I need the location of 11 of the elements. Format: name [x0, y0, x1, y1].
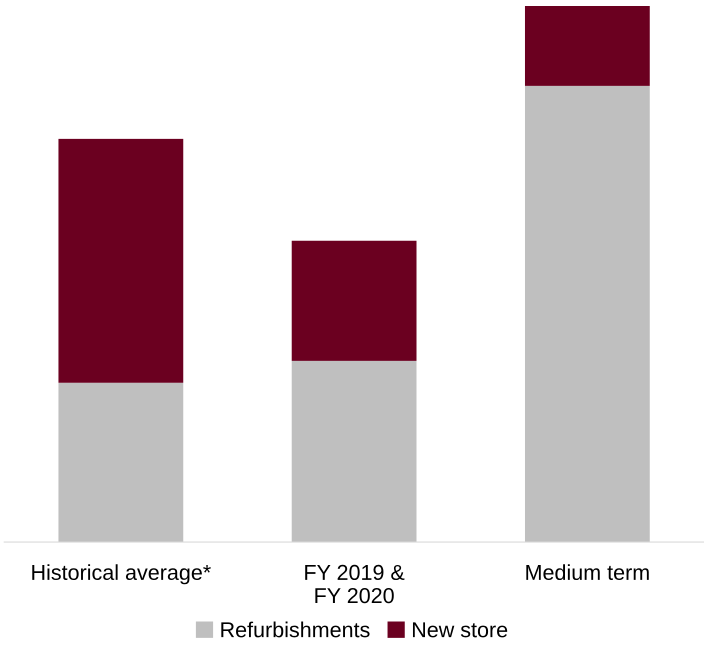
x-tick-label: Historical average*	[32, 564, 211, 584]
bar	[524, 86, 650, 542]
x-tick-label: FY 2019 & FY 2020	[305, 564, 404, 604]
bar	[58, 382, 184, 542]
bar	[524, 6, 650, 86]
legend-label: New store	[412, 622, 508, 638]
x-tick-label: Medium term	[526, 564, 649, 580]
bar	[58, 138, 184, 383]
legend-label: Refurbishments	[221, 622, 370, 638]
bar	[292, 240, 417, 361]
bar	[292, 360, 417, 542]
